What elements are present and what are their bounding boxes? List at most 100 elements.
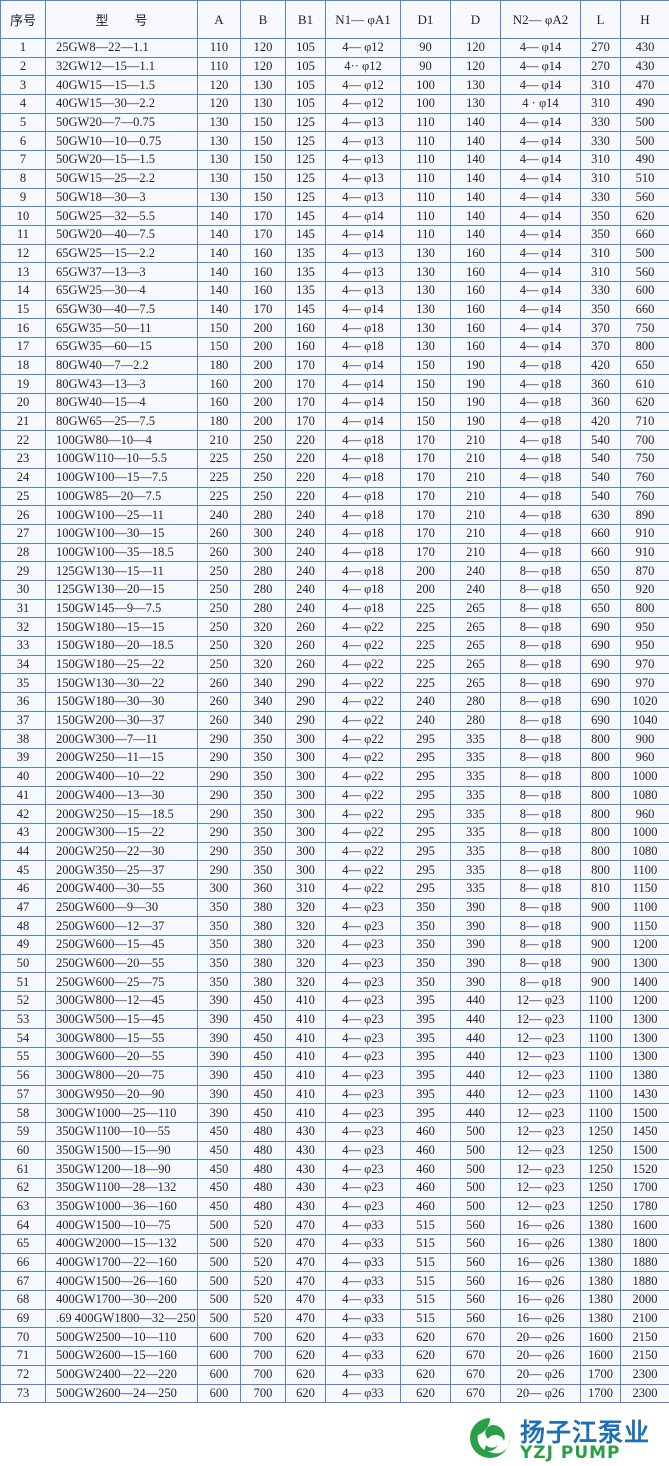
cell-b: 350 bbox=[240, 841, 286, 862]
cell-l: 540 bbox=[580, 467, 621, 488]
cell-h: 1880 bbox=[620, 1252, 669, 1273]
cell-n2-a2: 8— φ18 bbox=[500, 841, 581, 862]
table-row: 32 150GW180—15—15 250 320 260 4— φ22 225 265 8— … bbox=[0, 617, 669, 637]
cell-a: 600 bbox=[197, 1383, 241, 1404]
cell-b1: 410 bbox=[285, 1028, 326, 1049]
cell-d: 390 bbox=[450, 953, 501, 974]
cell-model: 50GW15—25—2.2 bbox=[45, 168, 198, 189]
cell-index: 73 bbox=[0, 1383, 46, 1404]
cell-b1: 300 bbox=[285, 748, 326, 768]
cell-b1: 145 bbox=[285, 224, 326, 245]
cell-index: 41 bbox=[0, 785, 46, 806]
cell-n1-a1: 4— φ12 bbox=[325, 38, 401, 58]
cell-b1: 125 bbox=[285, 131, 326, 152]
cell-d: 280 bbox=[450, 710, 501, 731]
cell-a: 350 bbox=[197, 897, 241, 918]
cell-a: 130 bbox=[197, 168, 241, 189]
table-row: 46 200GW400—30—55 300 360 310 4— φ22 295 335 8— … bbox=[0, 878, 669, 899]
cell-a: 140 bbox=[197, 206, 241, 226]
cell-d: 160 bbox=[450, 337, 501, 357]
cell-a: 290 bbox=[197, 822, 241, 843]
header-b: B bbox=[240, 0, 286, 39]
cell-model: 500GW2500—10—110 bbox=[45, 1327, 198, 1348]
cell-h: 500 bbox=[620, 112, 669, 133]
cell-l: 540 bbox=[580, 449, 621, 469]
cell-n1-a1: 4— φ18 bbox=[325, 467, 401, 488]
cell-d: 500 bbox=[450, 1177, 501, 1198]
cell-d1: 395 bbox=[400, 1028, 451, 1049]
header-h: H bbox=[620, 0, 669, 39]
cell-l: 1600 bbox=[580, 1327, 621, 1348]
cell-l: 900 bbox=[580, 935, 621, 955]
cell-b1: 310 bbox=[285, 878, 326, 899]
cell-h: 620 bbox=[620, 206, 669, 226]
cell-d: 160 bbox=[450, 299, 501, 320]
table-row: 41 200GW400—13—30 290 350 300 4— φ22 295 335 8— … bbox=[0, 785, 669, 806]
cell-model: 100GW100—15—7.5 bbox=[45, 467, 198, 488]
cell-d1: 395 bbox=[400, 1084, 451, 1105]
cell-d: 210 bbox=[450, 542, 501, 563]
cell-a: 130 bbox=[197, 150, 241, 170]
cell-model: 400GW1700—30—200 bbox=[45, 1290, 198, 1310]
cell-model: 100GW85—20—7.5 bbox=[45, 486, 198, 507]
cell-b1: 300 bbox=[285, 785, 326, 806]
cell-d1: 130 bbox=[400, 299, 451, 320]
cell-h: 430 bbox=[620, 38, 669, 58]
cell-d1: 395 bbox=[400, 1047, 451, 1067]
cell-n2-a2: 16— φ26 bbox=[500, 1252, 581, 1273]
cell-b1: 410 bbox=[285, 1009, 326, 1030]
cell-b: 150 bbox=[240, 150, 286, 170]
cell-d: 560 bbox=[450, 1290, 501, 1310]
cell-model: 65GW35—60—15 bbox=[45, 337, 198, 357]
cell-d1: 225 bbox=[400, 598, 451, 619]
pump-spec-table: 序号型 号 A B B1 N1— φA1 D1 D N2— φA2 L H 1 25GW8—22—1… bbox=[0, 0, 669, 1404]
cell-index: 6 bbox=[0, 131, 46, 152]
cell-index: 61 bbox=[0, 1159, 46, 1179]
cell-model: 150GW130—30—22 bbox=[45, 673, 198, 694]
cell-model: 500GW2600—15—160 bbox=[45, 1346, 198, 1366]
cell-index: 17 bbox=[0, 337, 46, 357]
cell-h: 970 bbox=[620, 673, 669, 694]
cell-h: 610 bbox=[620, 374, 669, 395]
cell-b1: 170 bbox=[285, 393, 326, 413]
cell-n1-a1: 4— φ33 bbox=[325, 1383, 401, 1404]
cell-b1: 105 bbox=[285, 75, 326, 96]
cell-index: 11 bbox=[0, 224, 46, 245]
cell-l: 1380 bbox=[580, 1252, 621, 1273]
cell-h: 1380 bbox=[620, 1065, 669, 1086]
cell-d: 265 bbox=[450, 598, 501, 619]
cell-n2-a2: 4— φ14 bbox=[500, 262, 581, 282]
cell-index: 32 bbox=[0, 617, 46, 637]
cell-d: 140 bbox=[450, 112, 501, 133]
cell-index: 23 bbox=[0, 449, 46, 469]
cell-d1: 170 bbox=[400, 467, 451, 488]
cell-d: 140 bbox=[450, 131, 501, 152]
cell-a: 150 bbox=[197, 318, 241, 338]
cell-a: 450 bbox=[197, 1177, 241, 1198]
cell-n2-a2: 12— φ23 bbox=[500, 1140, 581, 1161]
table-row: 13 65GW37—13—3 140 160 135 4— φ13 130 160 4— φ14… bbox=[0, 262, 669, 282]
cell-model: 300GW950—20—90 bbox=[45, 1084, 198, 1105]
cell-n2-a2: 12— φ23 bbox=[500, 1159, 581, 1179]
table-row: 53 300GW500—15—45 390 450 410 4— φ23 395 440 12—… bbox=[0, 1009, 669, 1030]
cell-n1-a1: 4— φ33 bbox=[325, 1234, 401, 1254]
cell-d1: 515 bbox=[400, 1290, 451, 1310]
cell-n1-a1: 4— φ18 bbox=[325, 449, 401, 469]
table-row: 39 200GW250—11—15 290 350 300 4— φ22 295 335 8— … bbox=[0, 748, 669, 768]
cell-n1-a1: 4— φ13 bbox=[325, 112, 401, 133]
cell-a: 450 bbox=[197, 1140, 241, 1161]
cell-h: 760 bbox=[620, 467, 669, 488]
cell-h: 920 bbox=[620, 579, 669, 600]
cell-b: 380 bbox=[240, 953, 286, 974]
cell-b1: 470 bbox=[285, 1290, 326, 1310]
cell-l: 1250 bbox=[580, 1196, 621, 1217]
cell-l: 690 bbox=[580, 654, 621, 675]
table-row: 7 50GW20—15—1.5 130 150 125 4— φ13 110 140 4— φ1… bbox=[0, 150, 669, 170]
cell-l: 1100 bbox=[580, 991, 621, 1011]
cell-model: 100GW100—25—11 bbox=[45, 505, 198, 525]
cell-a: 390 bbox=[197, 1028, 241, 1049]
cell-n1-a1: 4— φ13 bbox=[325, 262, 401, 282]
cell-l: 350 bbox=[580, 206, 621, 226]
cell-n2-a2: 8— φ18 bbox=[500, 692, 581, 712]
